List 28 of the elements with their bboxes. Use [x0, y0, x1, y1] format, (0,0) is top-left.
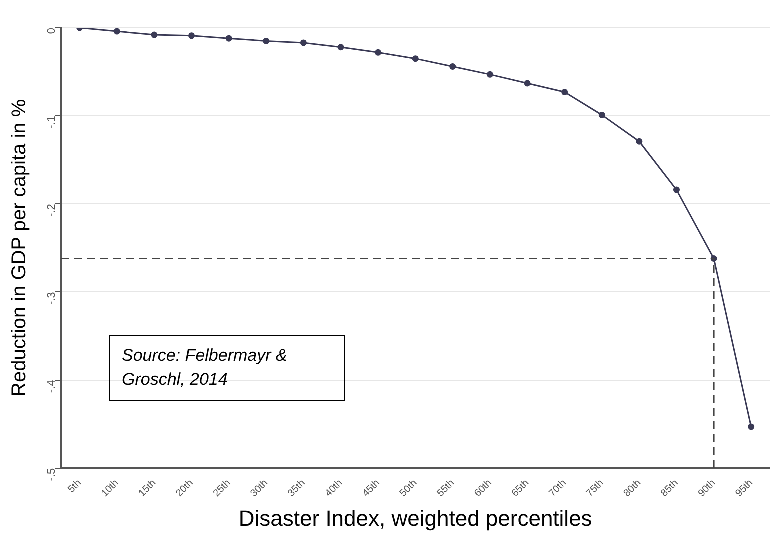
x-tick-label: 60th [472, 478, 494, 500]
y-tick-label: -.5 [46, 468, 58, 482]
x-tick-label: 5th [66, 478, 84, 496]
x-tick-label: 90th [696, 478, 718, 500]
x-tick-label: 25th [212, 478, 234, 500]
x-tick-label: 75th [584, 478, 606, 500]
x-tick-label: 35th [286, 478, 308, 500]
y-tick-label: 0 [46, 28, 58, 34]
y-tick-label: -.4 [46, 380, 58, 394]
y-axis-title: Reduction in GDP per capita in % [8, 99, 31, 397]
x-tick-label: 95th [734, 478, 756, 500]
x-tick-label: 40th [324, 478, 346, 500]
x-tick-label: 20th [174, 478, 196, 500]
x-tick-label: 55th [435, 478, 457, 500]
y-tick-label: -.2 [46, 204, 58, 217]
x-axis-title: Disaster Index, weighted percentiles [238, 506, 592, 531]
x-tick-label: 15th [136, 478, 159, 500]
x-tick-label: 50th [398, 478, 420, 500]
y-tick-label: -.3 [46, 292, 58, 306]
x-tick-label: 85th [659, 478, 681, 500]
x-tick-label: 10th [100, 478, 122, 500]
x-tick-label: 80th [622, 478, 644, 500]
y-tick-label: -.1 [46, 116, 58, 129]
x-tick-label: 70th [547, 478, 569, 500]
x-tick-label: 65th [510, 478, 532, 500]
x-tick-label: 45th [360, 478, 382, 500]
x-tick-label: 30th [248, 478, 270, 500]
annotation: Source: Felbermayr & Groschl, 2014 [109, 335, 345, 401]
